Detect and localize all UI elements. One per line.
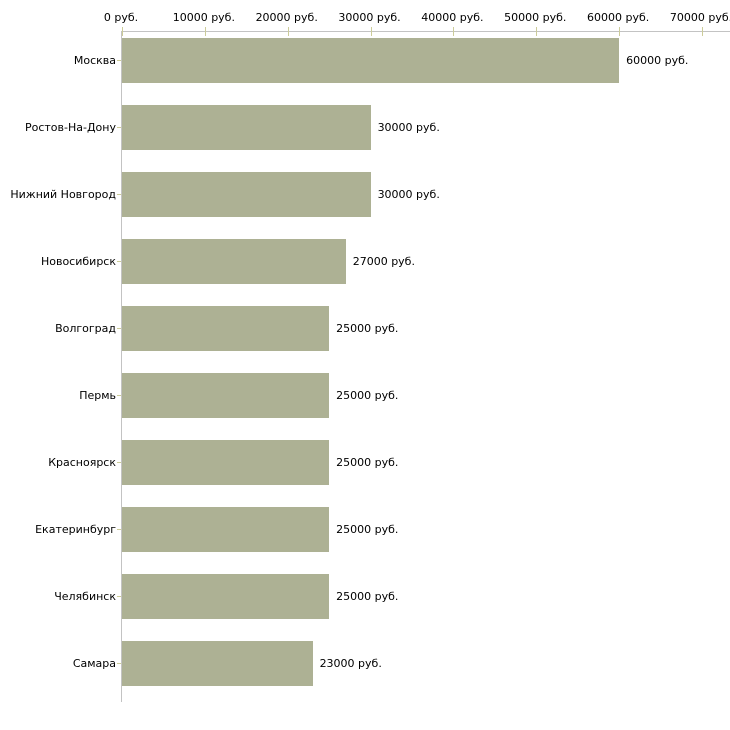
y-tick xyxy=(117,328,121,329)
bar xyxy=(122,440,330,485)
bar xyxy=(122,38,620,83)
y-tick xyxy=(117,395,121,396)
category-label: Красноярск xyxy=(48,456,116,469)
bar-value-label: 25000 руб. xyxy=(336,456,399,469)
x-tick-label: 20000 руб. xyxy=(255,11,318,24)
x-tick-label: 0 руб. xyxy=(103,11,139,24)
x-tick xyxy=(702,27,703,36)
x-tick-label: 10000 руб. xyxy=(172,11,235,24)
y-tick xyxy=(117,60,121,61)
x-tick xyxy=(453,27,455,36)
bar-value-label: 25000 руб. xyxy=(336,322,399,335)
x-tick-label: 70000 руб. xyxy=(669,11,730,24)
bar xyxy=(122,373,330,418)
x-tick-label: 50000 руб. xyxy=(504,11,567,24)
category-label: Новосибирск xyxy=(40,255,116,268)
category-label: Москва xyxy=(73,54,116,67)
x-tick-label: 60000 руб. xyxy=(587,11,650,24)
bar-value-label: 25000 руб. xyxy=(336,590,399,603)
x-tick-label: 30000 руб. xyxy=(338,11,401,24)
bar-value-label: 30000 руб. xyxy=(377,188,440,201)
category-label: Екатеринбург xyxy=(35,523,116,536)
bar-value-label: 25000 руб. xyxy=(336,389,399,402)
y-tick xyxy=(117,596,121,597)
plot-area: 60000 руб. Москва 30000 руб. Ростов-На-Дону… xyxy=(10,27,730,702)
x-tick xyxy=(287,27,289,36)
x-tick xyxy=(122,27,123,36)
y-tick xyxy=(117,261,121,262)
bar xyxy=(122,574,330,619)
bar-value-label: 30000 руб. xyxy=(377,121,440,134)
x-tick-label: 40000 руб. xyxy=(421,11,484,24)
x-tick xyxy=(370,27,372,36)
category-label: Волгоград xyxy=(55,322,116,335)
bar xyxy=(122,239,346,284)
bar xyxy=(122,641,313,686)
bar-value-label: 60000 руб. xyxy=(626,54,689,67)
bar xyxy=(122,172,371,217)
category-label: Ростов-На-Дону xyxy=(24,121,116,134)
y-tick xyxy=(117,663,121,664)
y-tick xyxy=(117,462,121,463)
bar xyxy=(122,507,330,552)
category-label: Пермь xyxy=(79,389,116,402)
bar xyxy=(122,105,371,150)
y-tick xyxy=(117,529,121,530)
x-tick xyxy=(619,27,621,36)
bar-value-label: 25000 руб. xyxy=(336,523,399,536)
category-label: Нижний Новгород xyxy=(10,188,116,201)
category-label: Челябинск xyxy=(54,590,116,603)
category-label: Самара xyxy=(72,657,116,670)
bar-value-label: 23000 руб. xyxy=(319,657,382,670)
y-tick xyxy=(117,194,121,195)
y-tick xyxy=(117,127,121,128)
bar xyxy=(122,306,330,351)
bar-value-label: 27000 руб. xyxy=(352,255,415,268)
x-tick xyxy=(204,27,206,36)
x-tick xyxy=(536,27,538,36)
